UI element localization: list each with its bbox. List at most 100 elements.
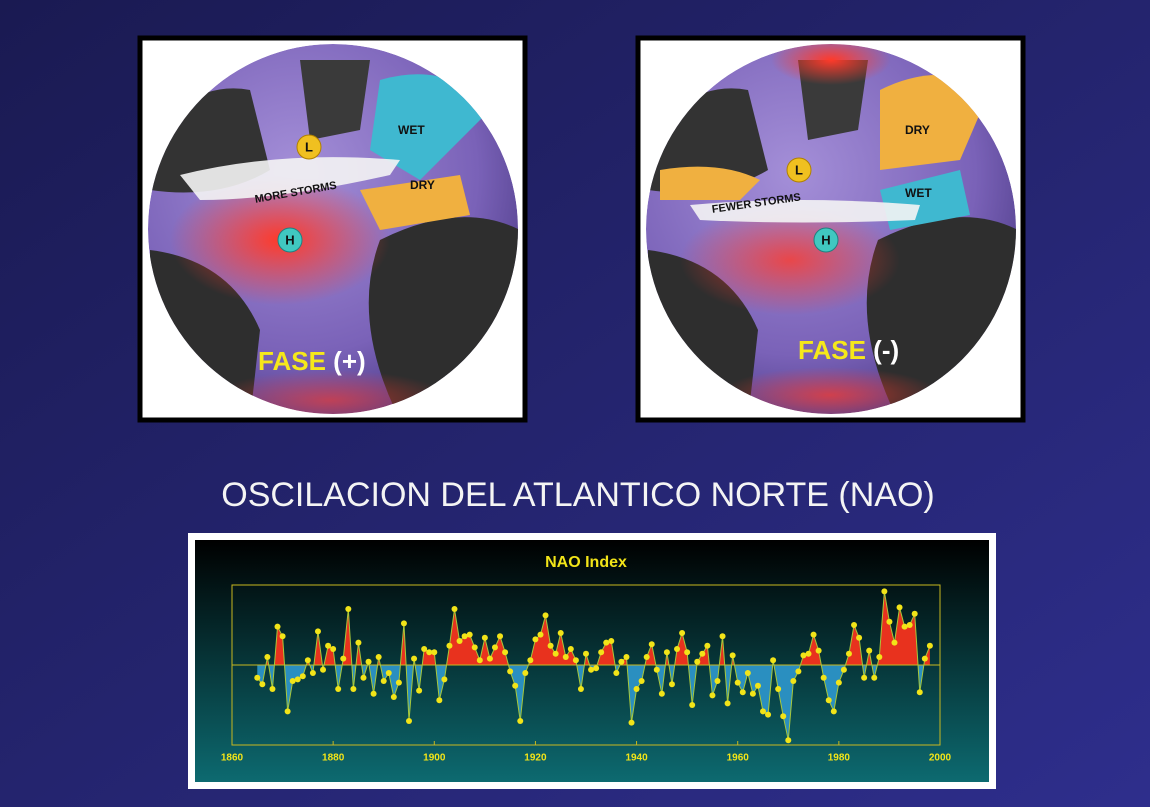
index-point bbox=[760, 708, 766, 715]
index-point bbox=[916, 689, 923, 696]
index-point bbox=[426, 649, 433, 656]
phase-sign: (+) bbox=[333, 346, 366, 376]
index-point bbox=[926, 642, 933, 649]
index-point bbox=[451, 606, 458, 612]
index-point bbox=[431, 649, 438, 656]
wet-label: WET bbox=[398, 123, 425, 137]
x-tick-label: 1880 bbox=[322, 753, 345, 764]
index-point bbox=[840, 666, 847, 673]
phase-word: FASE bbox=[258, 346, 326, 376]
x-tick-label: 1860 bbox=[221, 753, 244, 764]
index-point bbox=[522, 670, 529, 676]
index-point bbox=[754, 682, 761, 689]
index-point bbox=[471, 644, 478, 651]
index-point bbox=[279, 633, 286, 640]
index-point bbox=[699, 650, 706, 657]
wet-label: WET bbox=[905, 186, 932, 200]
slide-title: OSCILACION DEL ATLANTICO NORTE (NAO) bbox=[221, 476, 935, 514]
index-point bbox=[390, 694, 397, 700]
index-point bbox=[628, 719, 635, 726]
index-point bbox=[557, 630, 564, 636]
index-point bbox=[911, 610, 918, 617]
index-point bbox=[552, 650, 559, 657]
index-point bbox=[441, 676, 448, 683]
index-point bbox=[648, 641, 655, 648]
index-point bbox=[851, 622, 858, 628]
dry-label: DRY bbox=[905, 123, 930, 137]
index-point bbox=[537, 631, 544, 638]
index-point bbox=[385, 670, 392, 676]
index-point bbox=[309, 670, 316, 676]
index-point bbox=[790, 678, 797, 684]
index-point bbox=[689, 702, 696, 708]
index-point bbox=[588, 666, 595, 673]
index-point bbox=[299, 673, 306, 680]
index-point bbox=[765, 711, 772, 718]
index-point bbox=[684, 649, 691, 656]
index-point bbox=[446, 642, 453, 649]
index-point bbox=[658, 690, 665, 697]
index-point bbox=[259, 681, 266, 688]
index-point bbox=[593, 665, 600, 672]
index-point bbox=[370, 690, 377, 697]
index-point bbox=[304, 657, 311, 664]
index-point bbox=[714, 678, 721, 684]
index-point bbox=[507, 668, 514, 675]
index-point bbox=[264, 654, 271, 660]
high-marker bbox=[813, 227, 839, 253]
index-point bbox=[375, 654, 382, 660]
index-point bbox=[486, 655, 493, 662]
x-tick-label: 1940 bbox=[625, 753, 648, 764]
low-label: L bbox=[305, 139, 313, 154]
index-point bbox=[613, 670, 620, 676]
index-point bbox=[476, 657, 483, 664]
index-point bbox=[694, 658, 701, 665]
index-point bbox=[901, 623, 908, 630]
index-point bbox=[724, 700, 731, 707]
index-point bbox=[734, 679, 741, 686]
index-point bbox=[800, 652, 807, 659]
index-point bbox=[542, 612, 549, 619]
index-point bbox=[355, 639, 362, 646]
negative-area bbox=[257, 665, 930, 741]
index-point bbox=[679, 630, 686, 636]
index-point bbox=[411, 655, 418, 662]
index-point bbox=[406, 718, 412, 724]
index-point bbox=[547, 642, 554, 649]
index-point bbox=[517, 718, 524, 724]
index-point bbox=[856, 634, 863, 641]
index-point bbox=[749, 690, 756, 697]
phase-label: FASE (+) bbox=[258, 346, 366, 376]
chart-title: NAO Index bbox=[545, 554, 627, 571]
index-point bbox=[744, 670, 751, 676]
phase-label: FASE (-) bbox=[798, 335, 899, 365]
phase-word: FASE bbox=[798, 335, 866, 365]
index-point bbox=[668, 681, 675, 688]
index-point bbox=[810, 631, 817, 638]
index-point bbox=[820, 674, 827, 681]
index-point bbox=[532, 636, 539, 643]
index-point bbox=[638, 678, 645, 684]
high-label: H bbox=[821, 232, 830, 247]
index-point bbox=[512, 682, 519, 689]
index-point bbox=[340, 655, 347, 662]
index-point bbox=[577, 686, 584, 692]
index-point bbox=[653, 666, 660, 673]
index-point bbox=[562, 654, 569, 660]
x-tick-label: 1920 bbox=[524, 753, 547, 764]
index-point bbox=[481, 634, 488, 641]
index-point bbox=[491, 644, 498, 651]
index-point bbox=[284, 708, 291, 715]
index-point bbox=[360, 674, 367, 681]
index-point bbox=[461, 633, 468, 640]
index-point bbox=[421, 646, 428, 652]
index-point bbox=[729, 652, 736, 659]
index-point bbox=[314, 628, 321, 635]
index-point bbox=[896, 604, 903, 611]
index-point bbox=[780, 713, 787, 720]
index-point bbox=[719, 633, 726, 640]
index-point bbox=[830, 708, 837, 715]
index-point bbox=[274, 623, 281, 630]
index-point bbox=[775, 686, 782, 692]
